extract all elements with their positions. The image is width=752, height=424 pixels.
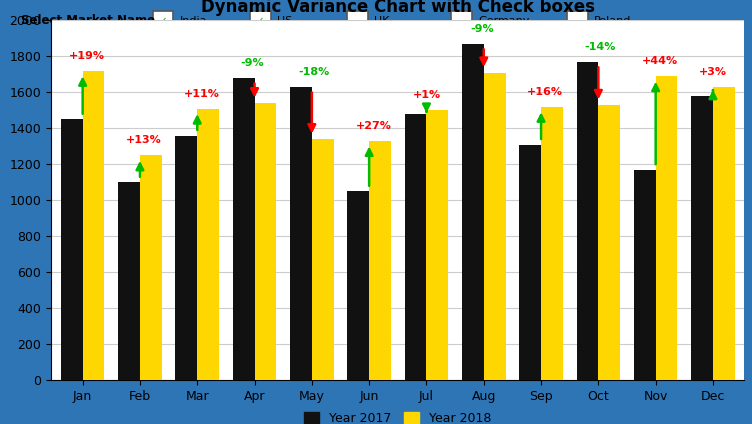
Title: Dynamic Variance Chart with Check boxes: Dynamic Variance Chart with Check boxes [201, 0, 595, 16]
Bar [713, 87, 735, 380]
Bar [426, 110, 448, 380]
Text: ✓: ✓ [159, 16, 168, 26]
Bar [83, 71, 105, 380]
Bar [255, 103, 276, 380]
Text: +27%: +27% [356, 121, 391, 131]
Text: +16%: +16% [527, 87, 563, 97]
Text: Select Market Name: Select Market Name [21, 14, 155, 27]
Bar [290, 87, 312, 380]
Bar [153, 11, 174, 31]
Bar [140, 155, 162, 380]
Bar [577, 62, 599, 380]
Bar [369, 141, 391, 380]
Text: +1%: +1% [413, 90, 441, 100]
Text: +44%: +44% [642, 56, 678, 66]
Bar [61, 119, 83, 380]
Bar [250, 11, 271, 31]
Bar [233, 78, 255, 380]
Text: -9%: -9% [470, 24, 493, 34]
Text: +3%: +3% [699, 67, 727, 77]
Bar [634, 170, 656, 380]
Text: India: India [180, 16, 207, 26]
Text: Germany: Germany [478, 16, 529, 26]
Text: +19%: +19% [69, 51, 105, 61]
Text: US: US [277, 16, 292, 26]
Text: -14%: -14% [584, 42, 616, 52]
Bar [175, 136, 197, 380]
Bar [118, 182, 140, 380]
Bar [520, 145, 541, 380]
Bar [656, 76, 678, 380]
Legend: Year 2017, Year 2018: Year 2017, Year 2018 [299, 407, 496, 424]
Bar [347, 11, 368, 31]
Text: +11%: +11% [183, 89, 220, 99]
Bar [567, 11, 588, 31]
Text: -9%: -9% [241, 58, 265, 68]
Text: UK: UK [374, 16, 389, 26]
Bar [691, 96, 713, 380]
Bar [462, 44, 484, 380]
Text: ✓: ✓ [256, 16, 265, 26]
Bar [484, 73, 505, 380]
Bar [312, 139, 334, 380]
Bar [347, 191, 369, 380]
Bar [541, 107, 562, 380]
Bar [197, 109, 219, 380]
Bar [599, 105, 620, 380]
Bar [405, 114, 426, 380]
Text: Poland: Poland [594, 16, 632, 26]
Text: +13%: +13% [126, 135, 162, 145]
Bar [451, 11, 472, 31]
Text: -18%: -18% [298, 67, 329, 77]
